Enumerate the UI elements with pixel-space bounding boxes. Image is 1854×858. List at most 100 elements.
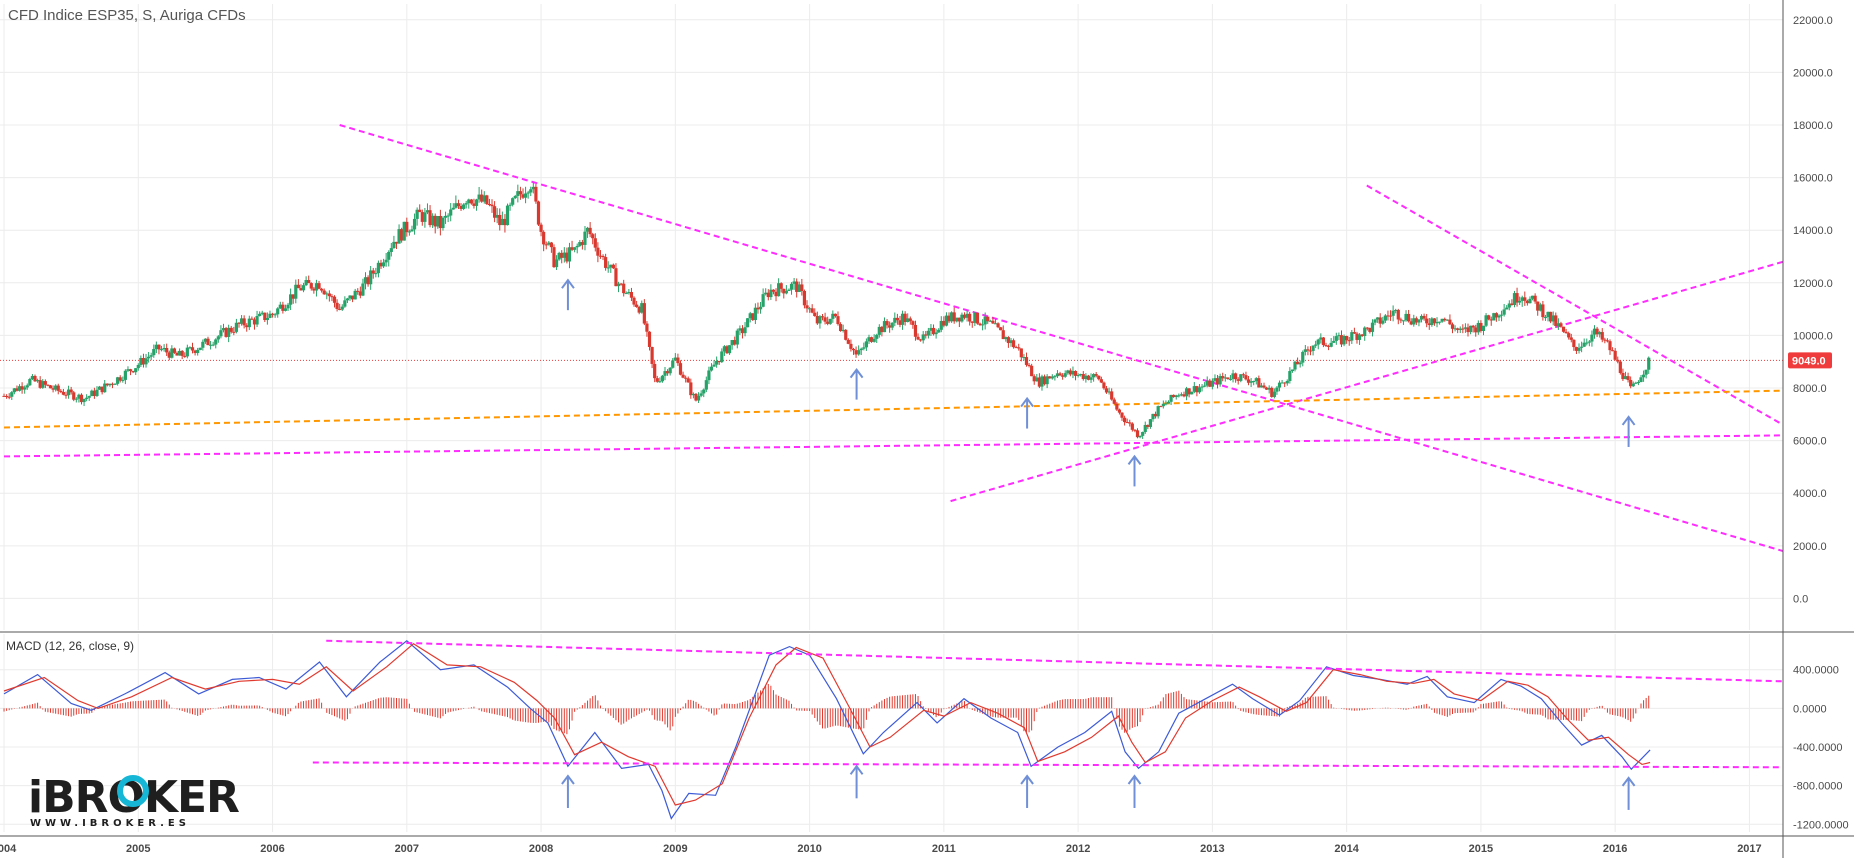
candle-body (570, 247, 574, 250)
candle-body (201, 341, 205, 348)
candle-body (224, 328, 228, 337)
candle-body (338, 308, 342, 310)
candle-body (820, 316, 825, 318)
candle-body (1600, 332, 1604, 340)
y-tick-label: 8000.0 (1793, 383, 1827, 395)
macd-y-tick-label: -400.0000 (1793, 742, 1843, 754)
candle-body (1228, 378, 1233, 380)
candle-body (575, 245, 579, 248)
candle-body (1337, 335, 1341, 337)
candle-body (797, 284, 801, 292)
candle-body (1306, 349, 1310, 351)
candle-body (1084, 375, 1088, 380)
candle-body (1148, 419, 1153, 427)
candle-body (872, 338, 876, 342)
candle-body (1311, 345, 1315, 351)
candle-body (815, 315, 819, 324)
candle-body (1141, 432, 1145, 436)
candle-body (784, 290, 788, 294)
candle-body (567, 247, 572, 262)
candle-body (841, 329, 845, 332)
candle-body (1099, 379, 1103, 383)
candle-body (552, 247, 556, 268)
candle-body (219, 330, 223, 337)
candle-body (134, 368, 138, 373)
candle-body (172, 348, 177, 353)
candle-body (56, 385, 60, 391)
candle-body (12, 388, 16, 393)
candle-body (1448, 319, 1452, 325)
candle-body (823, 317, 827, 322)
candle-body (407, 231, 411, 233)
y-tick-label: 0.0 (1793, 593, 1808, 605)
candle-body (1541, 304, 1545, 318)
candle-body (20, 386, 24, 390)
candle-body (394, 241, 399, 244)
candle-body (343, 300, 347, 307)
candle-body (895, 317, 899, 321)
candle-body (580, 242, 584, 245)
candle-body (991, 320, 995, 324)
x-tick-label: 2009 (663, 843, 687, 855)
x-tick-label: 2008 (529, 843, 553, 855)
candle-body (95, 389, 99, 396)
candle-body (802, 290, 807, 306)
candle-body (283, 308, 288, 311)
candle-body (1022, 357, 1026, 359)
candle-body (183, 355, 187, 357)
candle-body (1582, 342, 1586, 347)
candle-body (221, 328, 226, 331)
candle-body (645, 323, 649, 332)
candle-body (748, 313, 752, 319)
ibroker-logo: iBROKER WWW.IBROKER.ES (28, 772, 240, 829)
candle-body (467, 199, 471, 204)
candle-body (1445, 319, 1449, 321)
candle-body (464, 203, 468, 205)
candle-body (387, 251, 391, 260)
candle-body (975, 312, 980, 324)
candle-body (1440, 318, 1444, 322)
candle-body (782, 288, 786, 294)
candle-body (1644, 369, 1648, 375)
macd-panel (3, 639, 1784, 820)
candle-body (1166, 401, 1171, 404)
candle-body (1030, 365, 1034, 377)
candle-body (1024, 357, 1029, 365)
candle-body (1068, 370, 1072, 375)
candle-body (766, 292, 770, 298)
candle-body (1262, 385, 1266, 388)
candle-body (384, 259, 388, 263)
candle-body (423, 212, 427, 222)
candle-body (637, 306, 641, 313)
candle-body (495, 214, 499, 218)
candle-body (1414, 318, 1418, 323)
candle-body (769, 289, 773, 298)
candle-body (962, 314, 967, 318)
candle-body (1303, 349, 1307, 352)
y-tick-label: 20000.0 (1793, 67, 1833, 79)
macd-series-line (3, 640, 1651, 820)
candle-body (1045, 376, 1049, 385)
candle-body (229, 327, 233, 332)
candle-body (1618, 361, 1622, 373)
up-arrow-head (1127, 454, 1142, 466)
candle-body (1218, 376, 1222, 385)
candle-body (542, 231, 546, 245)
candle-body (557, 252, 561, 260)
candle-body (1241, 374, 1245, 376)
candle-body (322, 290, 326, 295)
candle-body (121, 379, 125, 381)
candle-body (263, 312, 267, 321)
candle-body (118, 377, 122, 381)
candle-body (1352, 332, 1356, 334)
candle-body (1004, 337, 1008, 340)
candle-body (1192, 386, 1196, 392)
candle-body (1319, 337, 1323, 340)
candle-body (1543, 317, 1548, 319)
candle-body (1006, 337, 1011, 344)
candle-body (425, 210, 430, 213)
candle-body (1146, 424, 1150, 427)
x-tick-label: 2015 (1469, 843, 1493, 855)
candle-body (1533, 295, 1537, 302)
candle-body (857, 350, 861, 355)
